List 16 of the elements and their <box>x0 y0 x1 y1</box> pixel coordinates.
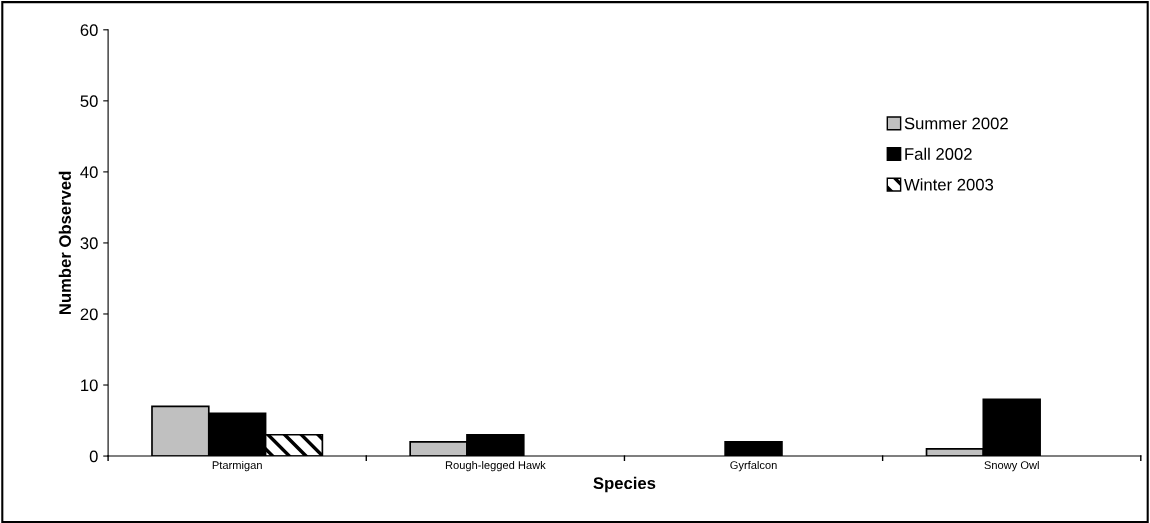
y-axis-title: Number Observed <box>58 171 71 315</box>
legend-label: Fall 2002 <box>905 147 972 160</box>
x-tick-label: Snowy Owl <box>984 460 1039 472</box>
legend-label: Winter 2003 <box>904 178 994 191</box>
y-tick-label: 50 <box>80 95 98 108</box>
y-tick-label: 60 <box>80 24 98 37</box>
x-axis-title: Species <box>593 476 656 493</box>
y-tick-label: 30 <box>80 237 98 250</box>
y-tick-label: 40 <box>80 166 98 179</box>
y-tick-label: 10 <box>81 379 98 392</box>
x-tick-label: Gyrfalcon <box>730 460 777 472</box>
x-tick-label: Rough-legged Hawk <box>445 460 546 472</box>
x-tick-label: Ptarmigan <box>212 460 262 472</box>
y-tick-label: 20 <box>80 308 98 321</box>
y-tick-label: 0 <box>89 450 98 463</box>
legend-label: Summer 2002 <box>904 117 1008 130</box>
